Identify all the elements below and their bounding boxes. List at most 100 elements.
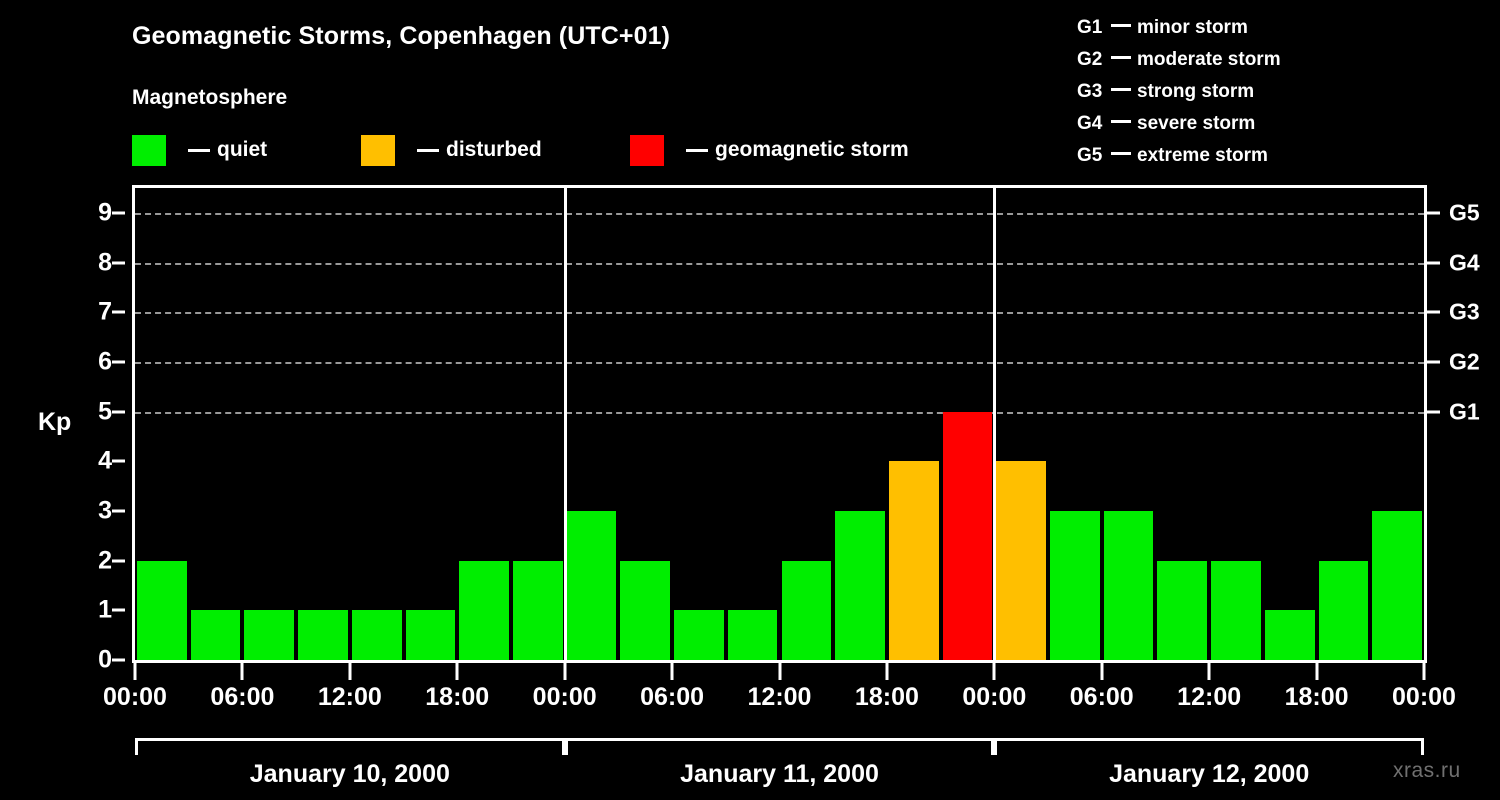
date-bracket-tick-0-1 — [561, 738, 565, 755]
g-tick-label-g4: G4 — [1449, 249, 1480, 276]
legend-dash-icon — [417, 148, 439, 152]
g-tick-mark-g1 — [1427, 410, 1440, 414]
x-tick-label-12: 00:00 — [1392, 683, 1456, 711]
g-tick-mark-g3 — [1427, 310, 1440, 314]
y-tick-label-9: 9 — [98, 198, 112, 227]
y-tick-label-5: 5 — [98, 397, 112, 426]
gridline-kp-8 — [135, 262, 1424, 265]
g-legend-row-g2: G2 moderate storm — [1077, 44, 1281, 76]
y-tick-mark-4 — [112, 459, 125, 463]
g-legend-dash-icon — [1111, 55, 1131, 59]
y-tick-mark-9 — [112, 211, 125, 215]
date-bracket-tick-1-1 — [991, 738, 995, 755]
y-tick-mark-3 — [112, 509, 125, 513]
legend-label: quiet — [217, 138, 268, 161]
g-legend-dash-icon — [1111, 119, 1131, 123]
x-tick-label-2: 12:00 — [317, 683, 382, 711]
g-legend-text: strong storm — [1137, 81, 1255, 102]
g-legend-code: G3 — [1077, 81, 1103, 102]
bar-quiet-20 — [1211, 560, 1261, 660]
date-label-0: January 10, 2000 — [249, 760, 450, 788]
day-separator-2 — [993, 188, 997, 660]
x-tick-label-0: 00:00 — [103, 683, 167, 711]
y-tick-label-2: 2 — [98, 546, 112, 575]
date-bracket-tick-2-1 — [1421, 738, 1424, 755]
g-legend-dash-icon — [1111, 23, 1131, 27]
y-tick-label-4: 4 — [98, 446, 112, 475]
bar-quiet-12 — [781, 560, 832, 660]
y-tick-mark-1 — [112, 608, 125, 612]
watermark: xras.ru — [1393, 759, 1461, 782]
bar-quiet-11 — [727, 610, 778, 660]
g-legend-dash-icon — [1111, 87, 1131, 91]
y-axis-title: Kp — [38, 408, 72, 436]
g-scale-legend: G1 minor storm G2 moderate storm G3 strong st… — [1077, 12, 1281, 172]
x-tick-label-9: 06:00 — [1069, 683, 1134, 711]
y-tick-mark-6 — [112, 360, 125, 364]
x-tick-label-8: 00:00 — [962, 683, 1027, 711]
x-tick-mark-9 — [1100, 663, 1104, 680]
date-bracket-line-0 — [135, 738, 565, 741]
y-tick-label-8: 8 — [98, 248, 112, 277]
date-bracket-tick-0-0 — [135, 738, 138, 755]
g-legend-row-g1: G1 minor storm — [1077, 12, 1281, 44]
bar-disturbed-14 — [888, 461, 939, 660]
legend-swatch-quiet — [132, 134, 166, 166]
gridline-kp-9 — [135, 212, 1424, 215]
legend-dash-icon — [686, 148, 708, 152]
bar-quiet-2 — [244, 610, 295, 660]
x-tick-label-7: 18:00 — [854, 683, 919, 711]
bar-quiet-6 — [459, 560, 509, 660]
day-separator-1 — [563, 188, 567, 660]
legend-entry-quiet: quiet — [132, 134, 267, 166]
bar-quiet-17 — [1050, 510, 1100, 660]
y-tick-label-7: 7 — [98, 297, 112, 326]
y-tick-mark-5 — [112, 410, 125, 414]
bar-storm-15 — [942, 411, 993, 660]
bar-quiet-3 — [298, 610, 348, 660]
date-bracket-tick-2-0 — [994, 738, 998, 755]
x-tick-label-6: 12:00 — [747, 683, 812, 711]
x-tick-mark-11 — [1315, 663, 1319, 680]
g-legend-code: G1 — [1077, 17, 1103, 38]
bar-quiet-19 — [1157, 560, 1208, 660]
bar-quiet-23 — [1372, 510, 1422, 660]
plot-inner — [135, 188, 1424, 660]
g-legend-row-g4: G4 severe storm — [1077, 108, 1281, 140]
x-tick-mark-2 — [348, 663, 352, 680]
gridline-kp-7 — [135, 312, 1424, 315]
x-tick-mark-8 — [992, 663, 996, 680]
bar-quiet-7 — [512, 560, 563, 660]
g-legend-text: extreme storm — [1137, 145, 1268, 166]
x-tick-label-3: 18:00 — [425, 683, 490, 711]
g-legend-text: moderate storm — [1137, 49, 1281, 70]
legend-label: geomagnetic storm — [715, 138, 909, 161]
date-bracket-line-2 — [994, 738, 1424, 741]
x-tick-label-10: 12:00 — [1177, 683, 1242, 711]
bar-quiet-5 — [405, 610, 456, 660]
date-bracket-line-1 — [564, 738, 995, 741]
bar-quiet-0 — [137, 560, 187, 660]
legend-dash-icon — [188, 148, 210, 152]
x-axis: 00:00 06:00 12:00 18:00 00:00 06:00 12:00 18:00… — [103, 663, 1456, 723]
g-tick-mark-g2 — [1427, 360, 1440, 364]
g-tick-mark-g5 — [1427, 211, 1440, 215]
bar-quiet-9 — [620, 560, 671, 660]
y-tick-label-0: 0 — [98, 645, 112, 674]
g-legend-text: severe storm — [1137, 113, 1256, 134]
g-legend-text: minor storm — [1137, 17, 1248, 38]
y-tick-label-3: 3 — [98, 496, 112, 525]
y-axis-left: 0 1 2 3 4 5 6 7 8 9 — [60, 185, 125, 674]
bar-quiet-21 — [1264, 610, 1315, 660]
x-tick-mark-1 — [240, 663, 244, 680]
bar-quiet-8 — [566, 510, 617, 660]
x-tick-mark-3 — [455, 663, 459, 680]
legend-entry-disturbed: disturbed — [361, 134, 542, 166]
y-tick-mark-2 — [112, 559, 125, 563]
x-tick-mark-12 — [1422, 663, 1426, 680]
g-legend-row-g3: G3 strong storm — [1077, 76, 1281, 108]
g-tick-mark-g4 — [1427, 261, 1440, 265]
g-tick-label-g1: G1 — [1449, 398, 1480, 425]
bar-quiet-18 — [1103, 510, 1154, 660]
